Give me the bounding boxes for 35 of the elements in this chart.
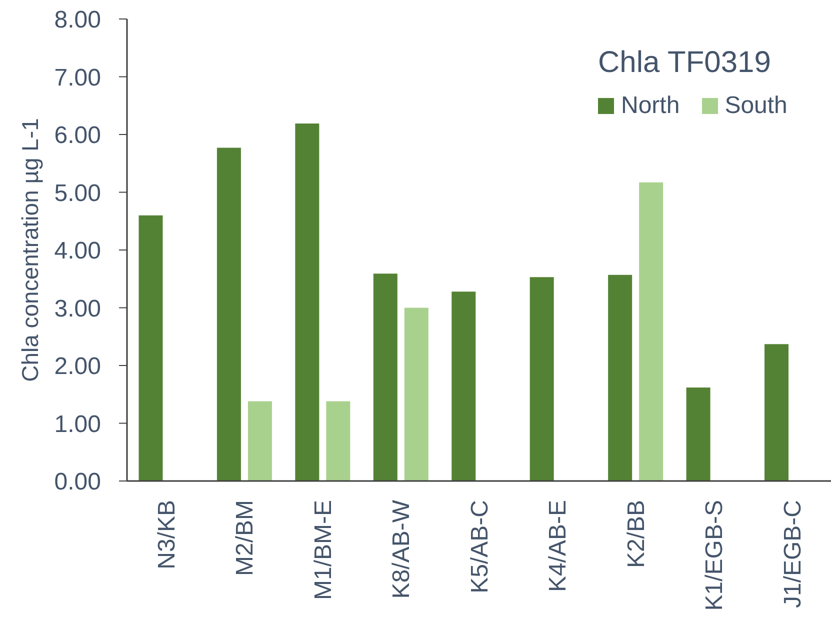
bar xyxy=(639,182,664,481)
y-tick-label: 0.00 xyxy=(54,468,101,496)
x-tick-label: K1/EGB-S xyxy=(701,500,728,611)
y-tick-label: 2.00 xyxy=(54,353,101,380)
bar xyxy=(452,292,476,481)
y-tick-label: 1.00 xyxy=(54,410,101,438)
bar xyxy=(686,387,710,481)
bar xyxy=(216,148,241,481)
y-tick-label: 6.00 xyxy=(54,122,101,150)
x-tick-label: K4/AB-E xyxy=(544,500,572,592)
bar xyxy=(326,401,350,481)
bar xyxy=(138,215,163,481)
x-tick-label: M1/BM-E xyxy=(310,500,337,600)
bar xyxy=(248,401,272,481)
y-tick-label: 3.00 xyxy=(54,295,101,322)
x-tick-label: M2/BM xyxy=(232,500,259,576)
x-tick-label: K8/AB-W xyxy=(388,500,416,599)
x-tick-label: K5/AB-C xyxy=(466,500,494,594)
x-tick-label: N3/KB xyxy=(154,500,181,570)
y-tick-label: 5.00 xyxy=(54,180,101,207)
text: Chla TF0319 xyxy=(598,46,771,79)
y-axis-title: Chla concentration µg L-1 xyxy=(17,118,43,382)
bar xyxy=(373,274,398,481)
bar xyxy=(530,277,554,481)
legend-label: North xyxy=(621,92,680,119)
bar xyxy=(404,308,428,481)
legend-label: South xyxy=(724,92,788,119)
y-tick-label: 4.00 xyxy=(54,238,101,265)
x-tick-label: K2/BB xyxy=(622,500,650,568)
bar xyxy=(764,344,789,481)
y-tick-label: 8.00 xyxy=(54,6,101,34)
y-tick-label: 7.00 xyxy=(54,64,101,92)
bar xyxy=(608,274,632,481)
bar xyxy=(295,124,320,481)
x-tick-label: J1/EGB-C xyxy=(779,500,806,608)
